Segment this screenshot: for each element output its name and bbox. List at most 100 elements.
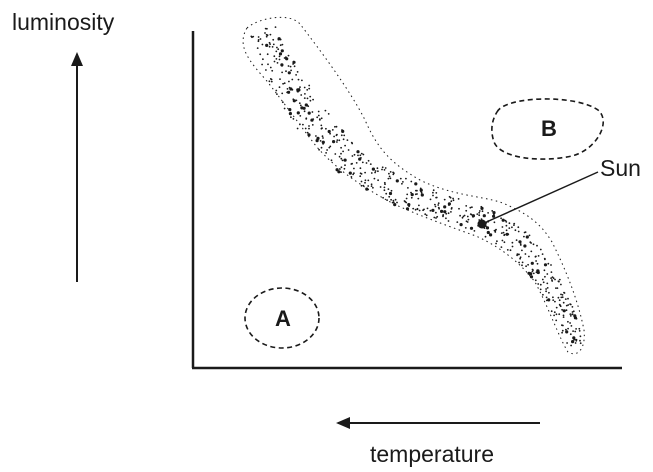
stipple-dot: [405, 177, 407, 180]
stipple-dot: [575, 338, 577, 341]
stipple-dot: [491, 210, 494, 212]
stipple-dot: [332, 140, 336, 144]
stipple-dot: [261, 63, 263, 66]
stipple-dot: [478, 211, 481, 214]
stipple-dot: [275, 58, 278, 60]
stipple-dot: [278, 58, 281, 61]
stipple-dot: [517, 253, 520, 256]
stipple-dot: [435, 192, 438, 194]
stipple-dot: [501, 226, 504, 228]
stipple-dot: [553, 314, 555, 317]
stipple-dot: [450, 200, 453, 203]
stipple-dot: [319, 140, 322, 142]
stipple-dot: [327, 113, 330, 115]
stipple-dot: [410, 193, 414, 197]
stipple-dot: [353, 172, 355, 175]
stipple-dot: [489, 233, 493, 237]
stipple-dot: [281, 43, 284, 46]
stipple-dot: [469, 213, 472, 216]
stipple-dot: [519, 244, 522, 246]
stipple-dot: [360, 180, 363, 183]
stipple-dot: [434, 205, 437, 208]
stipple-dot: [259, 53, 262, 56]
stipple-dot: [347, 149, 350, 151]
stipple-dot: [572, 336, 576, 340]
stipple-dot: [545, 299, 548, 302]
stipple-dot: [502, 219, 505, 222]
stipple-dot: [320, 146, 323, 149]
stipple-dot: [481, 210, 484, 213]
stipple-dot: [307, 111, 311, 115]
stipple-dot: [390, 189, 393, 192]
stipple-dot: [306, 131, 309, 134]
stipple-dot: [273, 55, 276, 58]
stipple-dot: [539, 283, 542, 286]
stipple-dot: [353, 153, 356, 156]
stipple-dot: [383, 169, 386, 171]
stipple-dot: [264, 27, 267, 30]
stipple-dot: [464, 227, 467, 229]
sun-marker: [477, 219, 487, 229]
stipple-dot: [525, 235, 529, 239]
stipple-dot: [546, 282, 549, 285]
stipple-dot: [416, 208, 419, 211]
stipple-dot: [487, 212, 489, 214]
stipple-dot: [319, 119, 321, 121]
stipple-dot: [407, 203, 411, 207]
stipple-dot: [514, 229, 517, 232]
stipple-dot: [465, 209, 468, 212]
stipple-dot: [405, 197, 408, 200]
stipple-dot: [370, 185, 373, 188]
stipple-dot: [360, 184, 363, 187]
stipple-dot: [544, 275, 546, 278]
stipple-dot: [279, 78, 281, 80]
stipple-dot: [269, 78, 272, 80]
stipple-dot: [449, 196, 452, 199]
stipple-dot: [575, 317, 578, 320]
stipple-dot: [565, 330, 569, 334]
stipple-dot: [569, 322, 571, 324]
stipple-dot: [308, 87, 311, 90]
stipple-dot: [527, 271, 531, 275]
stipple-dot: [545, 290, 547, 293]
stipple-dot: [435, 217, 437, 219]
stipple-dot: [364, 181, 366, 184]
stipple-dot: [457, 198, 460, 200]
stipple-dot: [338, 155, 341, 158]
stipple-dot: [377, 179, 379, 182]
stipple-dot: [321, 140, 325, 144]
stipple-dot: [383, 189, 386, 192]
stipple-dot: [297, 78, 300, 81]
stipple-dot: [561, 329, 564, 332]
stipple-dot: [329, 132, 331, 135]
stipple-dot: [417, 197, 420, 200]
stipple-dot: [372, 186, 374, 189]
stipple-dot: [452, 199, 455, 202]
stipple-dot: [270, 80, 273, 83]
stipple-dot: [560, 296, 563, 299]
stipple-dot: [389, 177, 392, 180]
stipple-dot: [539, 248, 542, 251]
stipple-dot: [317, 110, 320, 113]
stipple-dot: [509, 249, 512, 252]
stipple-dot: [536, 244, 538, 247]
stipple-dot: [291, 88, 294, 91]
stipple-dot: [432, 191, 434, 194]
stipple-dot: [561, 331, 563, 334]
stipple-dot: [379, 186, 382, 188]
stipple-dot: [360, 157, 362, 159]
stipple-dot: [352, 173, 354, 176]
stipple-dot: [570, 344, 572, 347]
stipple-dot: [299, 86, 301, 88]
stipple-dot: [555, 306, 558, 309]
stipple-dot: [558, 278, 561, 281]
stipple-dot: [346, 139, 349, 142]
stipple-dot: [505, 229, 508, 232]
stipple-dot: [562, 324, 564, 327]
stipple-dot: [528, 255, 530, 258]
stipple-dot: [541, 278, 544, 281]
stipple-dot: [436, 215, 439, 218]
stipple-dot: [569, 333, 572, 336]
stipple-dot: [328, 146, 331, 149]
stipple-dot: [357, 154, 359, 157]
